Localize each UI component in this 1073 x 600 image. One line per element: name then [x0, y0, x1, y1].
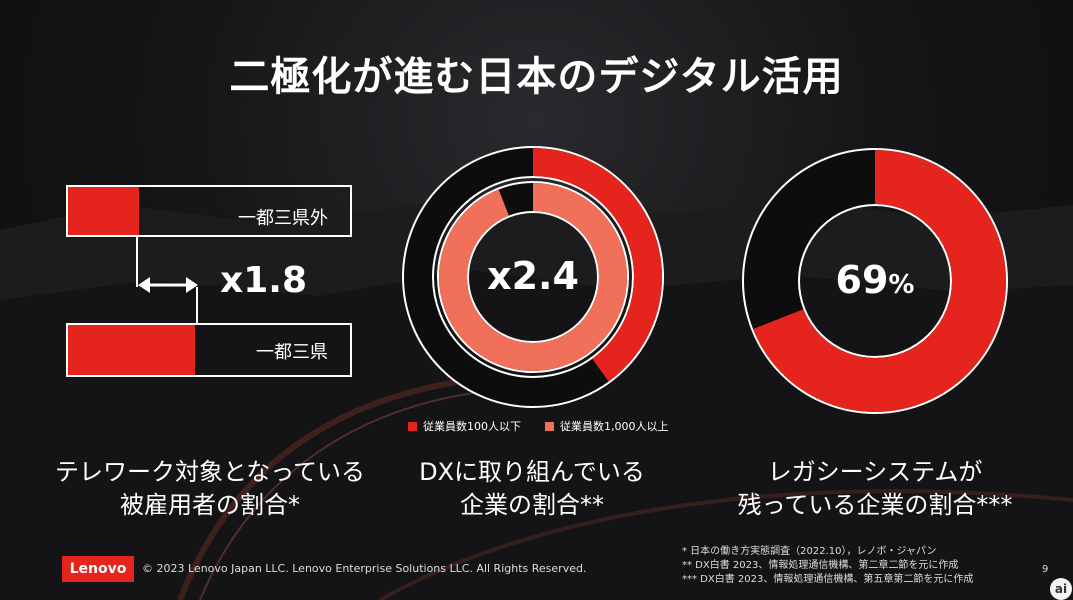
- bar-outside-tokyo-area: [66, 185, 352, 237]
- page-number: 9: [1042, 564, 1049, 575]
- telework-caption-line2: 被雇用者の割合*: [120, 491, 300, 519]
- legacy-caption: レガシーシステムが 残っている企業の割合***: [720, 456, 1030, 522]
- bar-outside-tokyo-area-fill: [68, 187, 139, 235]
- legend-label-large: 従業員数1,000人以上: [560, 420, 669, 433]
- dx-outer-arc: [404, 148, 662, 406]
- legend-swatch-large: [545, 421, 554, 431]
- legend-label-small: 従業員数100人以下: [423, 420, 521, 433]
- dx-ratio: x2.4: [487, 254, 579, 298]
- dx-inner-arc: [439, 183, 627, 371]
- bar-outside-tokyo-area-label: 一都三県外: [238, 208, 328, 229]
- legacy-caption-line1: レガシーシステムが: [767, 458, 983, 486]
- footnote-2: ** DX白書 2023、情報処理通信機構、第二章二節を元に作成: [682, 560, 959, 571]
- legacy-caption-line2: 残っている企業の割合***: [737, 491, 1013, 519]
- legacy-arc: [744, 150, 1006, 412]
- dx-donut-chart: [402, 146, 664, 408]
- bar-tokyo-area-fill: [68, 325, 195, 375]
- slide-title: 二極化が進む日本のデジタル活用: [229, 54, 844, 100]
- bar-tokyo-area: [66, 323, 352, 377]
- lenovo-logo: Lenovo: [62, 556, 134, 582]
- legend-small-company: 従業員数100人以下: [408, 418, 521, 434]
- dx-caption: DXに取り組んでいる 企業の割合**: [392, 456, 672, 522]
- legend-swatch-small: [408, 421, 417, 431]
- dx-caption-line1: DXに取り組んでいる: [419, 458, 645, 486]
- footnote-3: *** DX白書 2023、情報処理通信機構、第五章第二節を元に作成: [682, 574, 974, 585]
- legacy-donut-chart: [742, 148, 1008, 414]
- telework-caption: テレワーク対象となっている 被雇用者の割合*: [40, 456, 380, 522]
- footnotes: * 日本の働き方実態調査（2022.10），レノボ・ジャパン ** DX白書 2…: [682, 545, 973, 587]
- guide-line-right: [196, 287, 198, 323]
- telework-caption-line1: テレワーク対象となっている: [54, 458, 366, 486]
- copyright-text: © 2023 Lenovo Japan LLC. Lenovo Enterpri…: [142, 562, 587, 575]
- dx-caption-line2: 企業の割合**: [460, 491, 604, 519]
- guide-line-left: [136, 237, 138, 287]
- legend-large-company: 従業員数1,000人以上: [545, 418, 669, 434]
- legacy-value: 69: [835, 258, 889, 302]
- legacy-unit: %: [888, 270, 915, 300]
- telework-ratio: x1.8: [220, 260, 307, 301]
- itmedia-watermark: ai: [1050, 578, 1072, 600]
- double-arrow-icon: [138, 277, 198, 293]
- bar-tokyo-area-label: 一都三県: [256, 342, 328, 363]
- legacy-percentage: 69%: [785, 258, 965, 302]
- footnote-1: * 日本の働き方実態調査（2022.10），レノボ・ジャパン: [682, 546, 937, 557]
